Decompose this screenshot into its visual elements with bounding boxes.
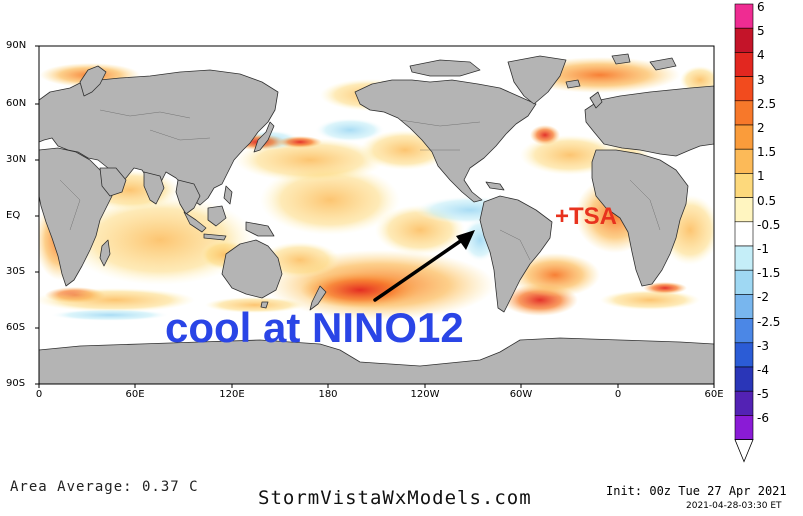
colorbar-swatch <box>734 245 754 271</box>
colorbar-swatch <box>734 294 754 319</box>
land-madagascar <box>99 239 111 267</box>
colorbar-swatch <box>734 366 754 392</box>
land-masses <box>39 53 714 384</box>
lon-label-0-right: 0 <box>614 389 622 400</box>
land-japan <box>253 121 275 153</box>
colorbar-label: 2.5 <box>757 96 777 111</box>
colorbar-swatch <box>734 148 754 174</box>
lon-label-60w: 60W <box>509 389 533 400</box>
colorbar-label: 6 <box>757 0 765 14</box>
colorbar-swatch <box>734 3 754 29</box>
colorbar <box>734 3 754 463</box>
land-new-guinea <box>245 221 275 237</box>
lon-label-0: 0 <box>35 389 43 400</box>
land-uk <box>589 91 603 109</box>
colorbar-label: -6 <box>757 411 769 426</box>
colorbar-label: 4 <box>757 48 765 63</box>
land-borneo <box>207 205 227 227</box>
colorbar-swatch <box>734 197 754 223</box>
land-india <box>143 171 165 205</box>
colorbar-label: -3 <box>757 338 769 353</box>
lat-label-90s: 90S <box>6 378 26 389</box>
land-philippines <box>223 185 233 205</box>
land-tasmania <box>260 301 269 309</box>
colorbar-label: 1 <box>757 169 765 184</box>
lon-label-120w: 120W <box>410 389 440 400</box>
country-borders <box>59 109 661 261</box>
lon-label-60e-right: 60E <box>704 389 724 400</box>
land-africa-west <box>39 147 113 287</box>
lat-label-eq: EQ <box>6 210 21 221</box>
colorbar-label: -1 <box>757 242 769 256</box>
colorbar-swatch <box>734 269 754 295</box>
annotation-arrow <box>373 230 475 302</box>
colorbar-swatch <box>734 342 754 368</box>
lon-label-60e: 60E <box>125 389 145 400</box>
land-svalbard <box>611 53 631 65</box>
colorbar-swatch <box>734 415 754 440</box>
lon-label-180: 180 <box>318 389 338 400</box>
colorbar-label: -5 <box>757 387 769 402</box>
lat-label-60n: 60N <box>6 98 27 109</box>
brand-watermark: StormVistaWxModels.com <box>258 487 532 509</box>
lat-label-30n: 30N <box>6 154 27 165</box>
land-arctic-islands <box>409 59 481 77</box>
land-australia <box>221 239 283 299</box>
lat-label-60s: 60S <box>6 322 26 333</box>
colorbar-label: 0.5 <box>757 193 777 208</box>
land-sumatra <box>183 211 207 233</box>
area-average-text: Area Average: 0.37 C <box>10 479 199 495</box>
land-antarctica <box>39 337 714 384</box>
colorbar-swatch <box>734 100 754 126</box>
land-eurasia-west <box>39 69 279 206</box>
land-java <box>203 233 227 241</box>
land-scandinavia <box>79 65 107 97</box>
lat-label-30s: 30S <box>6 266 26 277</box>
land-south-america <box>479 195 553 313</box>
colorbar-swatch <box>734 52 754 77</box>
colorbar-label: -2 <box>757 290 769 305</box>
lon-label-120e: 120E <box>219 389 245 400</box>
land-arabia <box>99 167 127 197</box>
lat-label-90n: 90N <box>6 40 27 51</box>
colorbar-swatch <box>734 124 754 150</box>
land-caribbean <box>485 181 505 191</box>
colorbar-label: 1.5 <box>757 145 777 160</box>
colorbar-label: -4 <box>757 363 769 377</box>
land-greenland <box>507 55 567 105</box>
land-eurasia-east <box>584 85 714 157</box>
land-novaya <box>649 57 677 71</box>
colorbar-label: -0.5 <box>757 217 781 232</box>
init-time: Init: 00z Tue 27 Apr 2021 <box>606 484 787 498</box>
land-africa-east <box>591 149 689 287</box>
colorbar-swatch <box>734 221 754 247</box>
colorbar-end-triangle <box>734 439 754 463</box>
annotation-tsa: +TSA <box>555 203 618 230</box>
valid-time: 2021-04-28-03:30 ET <box>686 501 782 511</box>
colorbar-label: 2 <box>757 121 765 135</box>
colorbar-label: 3 <box>757 72 765 87</box>
axis-ticks <box>35 45 715 388</box>
colorbar-label: -2.5 <box>757 314 781 329</box>
colorbar-swatch <box>734 390 754 416</box>
colorbar-swatch <box>734 173 754 198</box>
land-new-zealand <box>309 285 327 311</box>
land-north-america <box>354 79 537 203</box>
colorbar-swatch <box>734 27 754 53</box>
colorbar-swatch <box>734 76 754 102</box>
colorbar-label: 5 <box>757 24 765 39</box>
annotation-cool-nino12: cool at NINO12 <box>165 304 464 351</box>
land-se-asia <box>175 179 201 215</box>
colorbar-label: -1.5 <box>757 266 781 281</box>
colorbar-swatch <box>734 318 754 344</box>
land-iceland <box>565 79 581 89</box>
